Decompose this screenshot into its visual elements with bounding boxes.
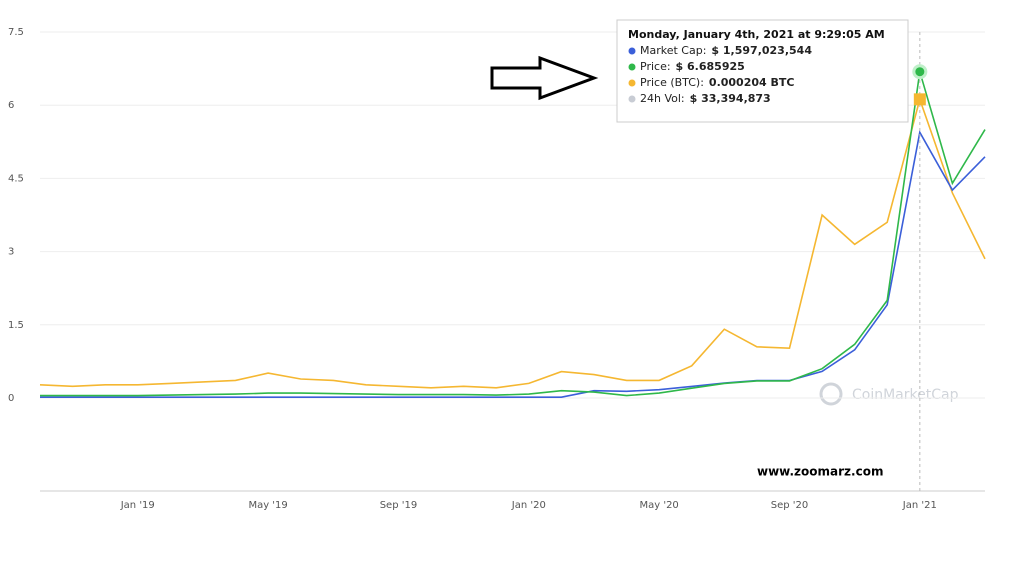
tooltip-value: $ 33,394,873	[690, 92, 771, 105]
hover-marker	[913, 93, 926, 106]
tooltip-title: Monday, January 4th, 2021 at 9:29:05 AM	[628, 28, 885, 41]
x-tick-label: Sep '20	[771, 500, 809, 511]
tooltip-item: 24h Vol: $ 33,394,873	[640, 92, 771, 105]
hover-marker	[912, 64, 928, 80]
y-tick-label: 7.5	[8, 27, 24, 38]
watermark: CoinMarketCap	[852, 387, 959, 403]
tooltip-label: 24h Vol:	[640, 92, 685, 105]
x-tick-label: Jan '21	[902, 500, 937, 511]
tooltip-dot	[628, 63, 636, 71]
x-tick-label: Sep '19	[380, 500, 418, 511]
tooltip-value: 0.000204 BTC	[709, 76, 795, 89]
tooltip-item: Market Cap: $ 1,597,023,544	[640, 44, 812, 57]
tooltip-dot	[628, 47, 636, 55]
series-line	[39, 96, 986, 389]
site-label: www.zoomarz.com	[757, 465, 883, 479]
x-tick-label: May '20	[639, 500, 678, 511]
watermark-logo	[819, 382, 843, 406]
tooltip-item: Price (BTC): 0.000204 BTC	[640, 76, 794, 89]
tooltip: Monday, January 4th, 2021 at 9:29:05 AM M…	[616, 19, 909, 123]
arrow	[490, 55, 599, 101]
y-tick-label: 6	[8, 100, 14, 111]
y-tick-label: 4.5	[8, 173, 24, 184]
x-tick-label: May '19	[248, 500, 287, 511]
y-tick-label: 3	[8, 247, 14, 258]
series-line	[40, 71, 986, 397]
tooltip-item: Price: $ 6.685925	[640, 60, 745, 73]
y-tick-label: 0	[8, 393, 14, 404]
y-tick-label: 1.5	[8, 320, 24, 331]
tooltip-label: Price:	[640, 60, 671, 73]
x-tick-label: Jan '19	[120, 500, 155, 511]
tooltip-box	[616, 19, 909, 123]
tooltip-value: $ 1,597,023,544	[711, 44, 812, 57]
tooltip-label: Market Cap:	[640, 44, 706, 57]
tooltip-dot	[628, 95, 636, 103]
x-tick-label: Jan '20	[511, 500, 546, 511]
series-line	[40, 130, 986, 398]
tooltip-dot	[628, 79, 636, 87]
tooltip-label: Price (BTC):	[640, 76, 704, 89]
tooltip-value: $ 6.685925	[676, 60, 745, 73]
